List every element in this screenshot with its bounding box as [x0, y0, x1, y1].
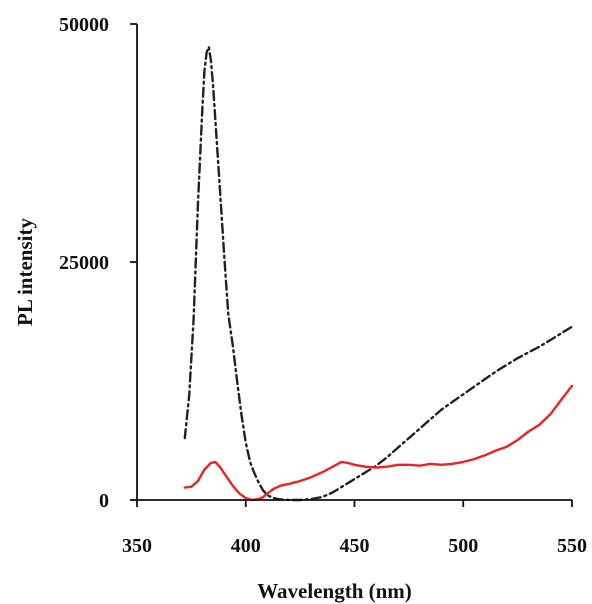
x-tick-label-450: 450	[340, 535, 370, 557]
series-layer	[183, 45, 574, 502]
x-tick-label-500: 500	[448, 535, 478, 557]
x-tick-label-550: 550	[557, 535, 587, 557]
x-tick-label-400: 400	[231, 535, 261, 557]
y-tick-label-25000: 25000	[59, 252, 109, 274]
series-line-1	[183, 45, 574, 502]
x-axis-title: Wavelength (nm)	[257, 579, 412, 603]
x-tick-label-350: 350	[122, 535, 152, 557]
y-tick-label-50000: 50000	[59, 14, 109, 36]
axes-layer	[130, 23, 573, 507]
series-line-2	[183, 384, 574, 502]
y-tick-label-0: 0	[99, 490, 109, 512]
y-axis-title: PL intensity	[13, 218, 37, 326]
labels-layer: 350 400 450 500 550 0 25000 50000	[59, 14, 587, 557]
